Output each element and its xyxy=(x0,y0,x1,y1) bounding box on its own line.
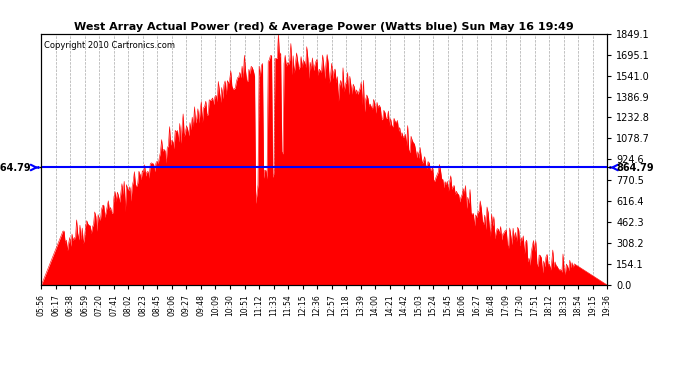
Text: Copyright 2010 Cartronics.com: Copyright 2010 Cartronics.com xyxy=(44,41,175,50)
Title: West Array Actual Power (red) & Average Power (Watts blue) Sun May 16 19:49: West Array Actual Power (red) & Average … xyxy=(75,22,574,32)
